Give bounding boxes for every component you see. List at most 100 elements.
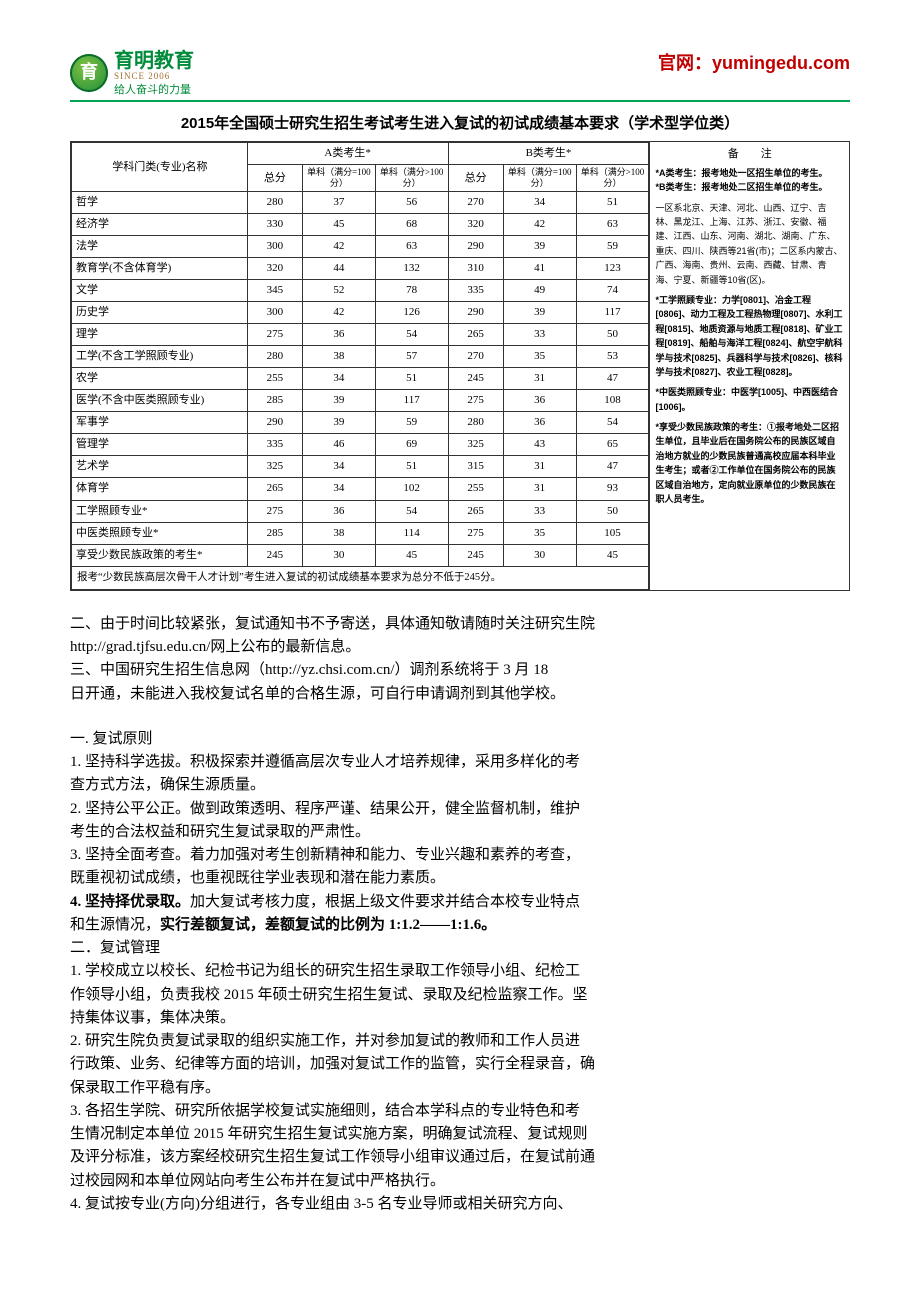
b-s100: 43 bbox=[503, 434, 576, 456]
a-total: 320 bbox=[247, 258, 302, 280]
a-s100: 42 bbox=[302, 235, 375, 257]
th-a-s100: 单科（满分=100分） bbox=[302, 165, 375, 192]
b-sgt100: 117 bbox=[576, 302, 649, 324]
subject-cell: 艺术学 bbox=[72, 456, 248, 478]
table-row: 享受少数民族政策的考生*24530452453045 bbox=[72, 544, 649, 566]
a-total: 245 bbox=[247, 544, 302, 566]
a-sgt100: 114 bbox=[375, 522, 448, 544]
subject-cell: 经济学 bbox=[72, 213, 248, 235]
b-sgt100: 123 bbox=[576, 258, 649, 280]
b-total: 270 bbox=[448, 346, 503, 368]
table-row: 工学照顾专业*27536542653350 bbox=[72, 500, 649, 522]
mgmt-1c: 持集体议事，集体决策。 bbox=[70, 1007, 850, 1030]
table-footnote: 报考“少数民族高层次骨干人才计划”考生进入复试的初试成绩基本要求为总分不低于24… bbox=[72, 566, 649, 589]
para-3b: 日开通，未能进入我校复试名单的合格生源，可自行申请调剂到其他学校。 bbox=[70, 683, 850, 706]
subject-cell: 农学 bbox=[72, 368, 248, 390]
principle-4-line1: 4. 坚持择优录取。加大复试考核力度，根据上级文件要求并结合本校专业特点 bbox=[70, 891, 850, 914]
a-sgt100: 68 bbox=[375, 213, 448, 235]
b-s100: 41 bbox=[503, 258, 576, 280]
a-s100: 36 bbox=[302, 500, 375, 522]
subject-cell: 法学 bbox=[72, 235, 248, 257]
table-row: 文学34552783354974 bbox=[72, 280, 649, 302]
b-s100: 33 bbox=[503, 500, 576, 522]
principle-4-plain1: 加大复试考核力度，根据上级文件要求并结合本校专业特点 bbox=[190, 894, 580, 910]
b-s100: 35 bbox=[503, 522, 576, 544]
para-2b: http://grad.tjfsu.edu.cn/网上公布的最新信息。 bbox=[70, 636, 850, 659]
b-total: 270 bbox=[448, 191, 503, 213]
a-s100: 34 bbox=[302, 368, 375, 390]
a-sgt100: 126 bbox=[375, 302, 448, 324]
b-sgt100: 59 bbox=[576, 235, 649, 257]
b-s100: 34 bbox=[503, 191, 576, 213]
a-s100: 38 bbox=[302, 346, 375, 368]
b-sgt100: 51 bbox=[576, 191, 649, 213]
principle-2b: 考生的合法权益和研究生复试录取的严肃性。 bbox=[70, 821, 850, 844]
b-total: 310 bbox=[448, 258, 503, 280]
score-table: 学科门类(专业)名称 A类考生* B类考生* 总分 单科（满分=100分） 单科… bbox=[71, 142, 649, 590]
table-row: 工学(不含工学照顾专业)28038572703553 bbox=[72, 346, 649, 368]
subject-cell: 教育学(不含体育学) bbox=[72, 258, 248, 280]
note-eng: *工学照顾专业：力学[0801]、冶金工程[0806]、动力工程及工程热物理[0… bbox=[655, 293, 844, 379]
a-sgt100: 54 bbox=[375, 324, 448, 346]
th-a-total: 总分 bbox=[247, 165, 302, 192]
principle-2a: 2. 坚持公平公正。做到政策透明、程序严谨、结果公开，健全监督机制，维护 bbox=[70, 798, 850, 821]
a-sgt100: 78 bbox=[375, 280, 448, 302]
subject-cell: 享受少数民族政策的考生* bbox=[72, 544, 248, 566]
para-2a: 二、由于时间比较紧张，复试通知书不予寄送，具体通知敬请随时关注研究生院 bbox=[70, 613, 850, 636]
table-row: 哲学28037562703451 bbox=[72, 191, 649, 213]
b-s100: 30 bbox=[503, 544, 576, 566]
principle-4-bold2: 实行差额复试，差额复试的比例为 1:1.2——1:1.6。 bbox=[160, 917, 496, 933]
b-total: 325 bbox=[448, 434, 503, 456]
b-total: 255 bbox=[448, 478, 503, 500]
th-b-s100: 单科（满分=100分） bbox=[503, 165, 576, 192]
b-s100: 36 bbox=[503, 412, 576, 434]
th-b-total: 总分 bbox=[448, 165, 503, 192]
b-sgt100: 50 bbox=[576, 500, 649, 522]
a-total: 285 bbox=[247, 522, 302, 544]
mgmt-3c: 及评分标准，该方案经校研究生招生复试工作领导小组审议通过后，在复试前通 bbox=[70, 1146, 850, 1169]
logo-since-text: SINCE 2006 bbox=[114, 72, 194, 82]
b-s100: 39 bbox=[503, 235, 576, 257]
logo-main-text: 育明教育 bbox=[114, 50, 194, 72]
b-total: 265 bbox=[448, 500, 503, 522]
b-s100: 36 bbox=[503, 390, 576, 412]
a-s100: 36 bbox=[302, 324, 375, 346]
a-s100: 37 bbox=[302, 191, 375, 213]
mgmt-4a: 4. 复试按专业(方向)分组进行，各专业组由 3-5 名专业导师或相关研究方向、 bbox=[70, 1193, 850, 1216]
a-s100: 45 bbox=[302, 213, 375, 235]
a-s100: 44 bbox=[302, 258, 375, 280]
logo-block: 育 育明教育 SINCE 2006 给人奋斗的力量 bbox=[70, 50, 194, 96]
a-sgt100: 132 bbox=[375, 258, 448, 280]
a-sgt100: 117 bbox=[375, 390, 448, 412]
b-sgt100: 63 bbox=[576, 213, 649, 235]
score-table-wrapper: 学科门类(专业)名称 A类考生* B类考生* 总分 单科（满分=100分） 单科… bbox=[70, 141, 850, 591]
table-row: 体育学265341022553193 bbox=[72, 478, 649, 500]
a-total: 345 bbox=[247, 280, 302, 302]
subject-cell: 体育学 bbox=[72, 478, 248, 500]
b-s100: 35 bbox=[503, 346, 576, 368]
b-sgt100: 105 bbox=[576, 522, 649, 544]
b-sgt100: 47 bbox=[576, 368, 649, 390]
page-header: 育 育明教育 SINCE 2006 给人奋斗的力量 官网：yumingedu.c… bbox=[70, 50, 850, 102]
table-row: 理学27536542653350 bbox=[72, 324, 649, 346]
table-row: 经济学33045683204263 bbox=[72, 213, 649, 235]
a-s100: 52 bbox=[302, 280, 375, 302]
b-total: 245 bbox=[448, 544, 503, 566]
subject-cell: 管理学 bbox=[72, 434, 248, 456]
th-subject: 学科门类(专业)名称 bbox=[72, 143, 248, 192]
subject-cell: 工学(不含工学照顾专业) bbox=[72, 346, 248, 368]
b-sgt100: 53 bbox=[576, 346, 649, 368]
para-3a: 三、中国研究生招生信息网（http://yz.chsi.com.cn/）调剂系统… bbox=[70, 659, 850, 682]
table-row: 管理学33546693254365 bbox=[72, 434, 649, 456]
a-total: 335 bbox=[247, 434, 302, 456]
b-sgt100: 50 bbox=[576, 324, 649, 346]
a-sgt100: 51 bbox=[375, 368, 448, 390]
b-s100: 33 bbox=[503, 324, 576, 346]
subject-cell: 历史学 bbox=[72, 302, 248, 324]
a-s100: 39 bbox=[302, 412, 375, 434]
subject-cell: 中医类照顾专业* bbox=[72, 522, 248, 544]
table-row: 农学25534512453147 bbox=[72, 368, 649, 390]
b-s100: 49 bbox=[503, 280, 576, 302]
a-total: 290 bbox=[247, 412, 302, 434]
note-tcm: *中医类照顾专业：中医学[1005]、中西医结合[1006]。 bbox=[655, 385, 844, 414]
